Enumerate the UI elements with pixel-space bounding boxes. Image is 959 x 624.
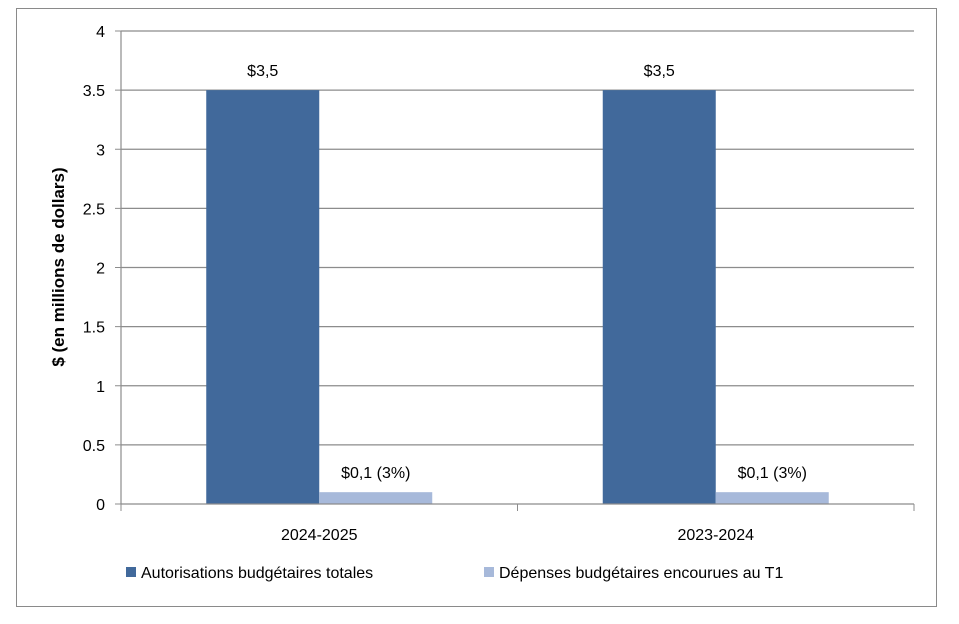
y-tick-label: 0 [96, 497, 105, 514]
y-tick-label: 1.5 [83, 320, 105, 337]
data-label: $0,1 (3%) [341, 465, 410, 482]
y-tick-label: 0.5 [83, 438, 105, 455]
legend-swatch [484, 567, 494, 577]
data-label: $3,5 [247, 63, 278, 80]
bar [206, 90, 320, 504]
data-label: $0,1 (3%) [738, 465, 807, 482]
x-tick-label: 2024-2025 [281, 527, 358, 544]
legend-label: Autorisations budgétaires totales [141, 565, 373, 582]
y-tick-label: 1 [96, 379, 105, 396]
x-tick-label: 2023-2024 [677, 527, 754, 544]
legend-swatch [126, 567, 136, 577]
y-tick-label: 3 [96, 142, 105, 159]
chart-frame [16, 8, 937, 607]
y-tick-label: 2 [96, 261, 105, 278]
data-labels: $3,5 $0,1 (3%) $3,5 $0,1 (3%) [247, 63, 807, 482]
y-tick-label: 2.5 [83, 201, 105, 218]
data-label: $3,5 [644, 63, 675, 80]
bar [319, 492, 433, 504]
legend: Autorisations budgétaires totales Dépense… [126, 565, 783, 582]
axes: 0 0.5 1 1.5 2 2.5 3 3.5 4 2024-2025 2023-2024 [83, 24, 915, 544]
bar [602, 90, 716, 504]
bars [206, 90, 829, 504]
y-tick-label: 4 [96, 24, 105, 41]
y-tick-label: 3.5 [83, 83, 105, 100]
legend-label: Dépenses budgétaires encourues au T1 [499, 565, 783, 582]
bar [715, 492, 829, 504]
y-axis-title: $ (en millions de dollars) [49, 167, 68, 366]
